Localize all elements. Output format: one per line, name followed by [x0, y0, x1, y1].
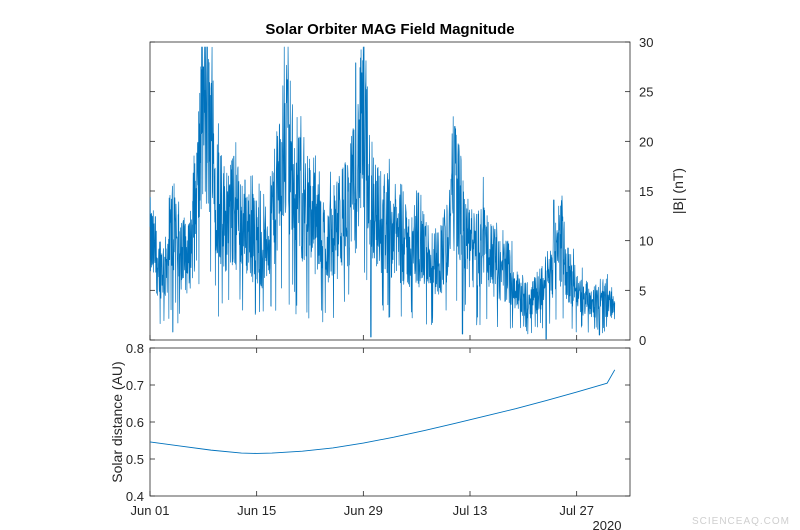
field-magnitude-line [149, 46, 616, 340]
top-left-tick-marks [150, 41, 155, 341]
xtick-label: Jun 01 [130, 503, 169, 518]
top-ytick-label: 20 [639, 134, 653, 149]
bottom-right-tick-marks [625, 347, 630, 497]
top-ytick-label: 25 [639, 85, 653, 100]
xtick-label: Jun 29 [344, 503, 383, 518]
watermark: SCIENCEAQ.COM [692, 516, 790, 527]
top-ytick-label: 30 [639, 35, 653, 50]
top-axes: 0 5 10 15 20 25 30 |B| (nT) [149, 35, 686, 348]
bottom-ytick-label: 0.8 [126, 341, 144, 356]
bottom-ytick-label: 0.7 [126, 378, 144, 393]
top-right-axis: 0 5 10 15 20 25 30 [625, 35, 653, 348]
bottom-plot-frame [149, 347, 631, 497]
solar-distance-line [149, 369, 616, 454]
x-axis: Jun 01 Jun 15 Jun 29 Jul 13 Jul 27 [130, 335, 594, 518]
chart-title: Solar Orbiter MAG Field Magnitude [265, 21, 514, 38]
bottom-ytick-label: 0.4 [126, 489, 144, 504]
bottom-axes: 0.4 0.5 0.6 0.7 0.8 Jun 01 Jun 15 Jun 29 Jul 13… [109, 335, 631, 530]
top-ytick-label: 5 [639, 283, 646, 298]
solar-distance-series [149, 369, 616, 454]
field-magnitude-series [149, 46, 616, 340]
top-ytick-label: 0 [639, 333, 646, 348]
bottom-ylabel: Solar distance (AU) [109, 361, 125, 482]
xtick-label: Jun 15 [237, 503, 276, 518]
xtick-label: Jul 27 [559, 503, 594, 518]
xtick-label: Jul 13 [453, 503, 488, 518]
top-ylabel: |B| (nT) [670, 168, 686, 214]
bottom-y-axis: 0.4 0.5 0.6 0.7 0.8 [126, 341, 155, 504]
top-ytick-label: 10 [639, 234, 653, 249]
bottom-ytick-label: 0.5 [126, 452, 144, 467]
top-ytick-label: 15 [639, 184, 653, 199]
bottom-ytick-label: 0.6 [126, 415, 144, 430]
year-label: 2020 [593, 518, 622, 530]
